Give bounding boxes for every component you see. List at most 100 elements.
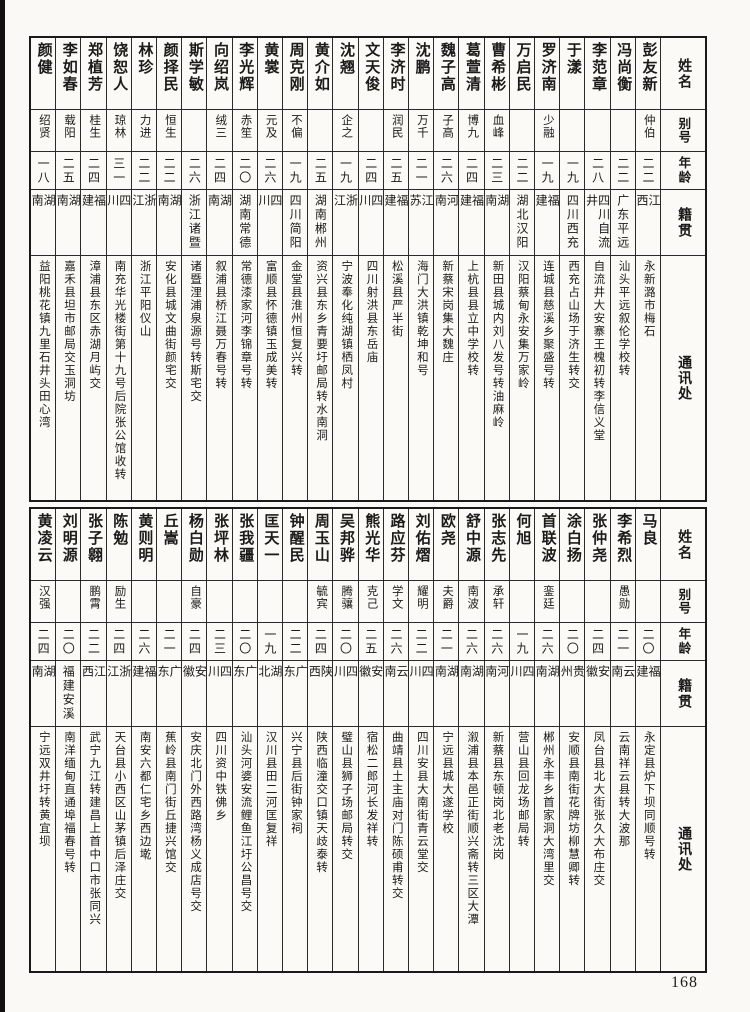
- person-name: 丘嵩: [161, 513, 178, 547]
- person-age: 二三: [212, 627, 227, 656]
- person-alias: 汉强: [37, 585, 50, 610]
- person-address: 上杭县县立中学校转: [466, 260, 479, 377]
- person-origin: 福建: [131, 665, 157, 701]
- person-name: 何旭: [514, 513, 531, 547]
- person-alias: 鹏霄: [88, 585, 101, 610]
- person-column: 吴邦骅 腾骧 二〇 四川 璧山县狮子场邮局转交: [333, 509, 359, 971]
- person-address: 汉阳蔡甸永安集万家岭: [516, 260, 529, 390]
- person-column: 匡天一 一九 湖北 汉川县田二河匡复祥: [257, 509, 284, 971]
- person-origin: 福建: [635, 665, 661, 701]
- person-origin: 陕西: [308, 665, 333, 701]
- person-column: 刘佑熠 耀明 二二 四川 四川安县大南街青云堂交: [409, 509, 435, 971]
- person-alias: 少融: [541, 114, 554, 139]
- row-header-column: 姓名 别号 年龄 籍贯 通讯处: [661, 38, 706, 500]
- person-address: 安化县城文曲街颜宅交: [163, 260, 176, 390]
- person-name: 刘佑熠: [413, 513, 430, 564]
- person-age: 二二: [615, 156, 630, 185]
- person-address: 新田县城内刘八发号转油麻岭: [491, 260, 504, 429]
- person-column: 魏子高 子高 二六 河南 新蔡宋岗集大魏庄: [434, 38, 460, 500]
- person-age: 二四: [86, 156, 101, 185]
- person-address: 南安六都仁宅乡西边墘: [138, 731, 151, 861]
- person-column: 刘明源 二〇 福建安溪 南洋缅甸直通埠福春号转: [56, 509, 82, 971]
- page-number: 168: [671, 974, 698, 991]
- person-origin: 云南: [610, 665, 635, 701]
- person-name: 颜健: [35, 42, 52, 76]
- person-column: 周克刚 不偏 一九 四川简阳 金堂县淮州恒复兴转: [283, 38, 309, 500]
- person-origin: 贵州: [560, 665, 585, 701]
- person-column: 颜健 绍贤 一八 湖南 益阳桃花镇九里石井头田心湾: [31, 38, 57, 500]
- person-address: 溆浦县本邑正街顺兴斋转三区大潭: [466, 731, 479, 926]
- person-alias: 恒生: [163, 114, 176, 139]
- person-origin: 湖南: [207, 194, 232, 230]
- person-age: 二四: [590, 627, 605, 656]
- person-origin: 河南: [484, 665, 509, 701]
- person-origin: 浙江: [131, 194, 157, 230]
- person-address: 安顺县南街花牌坊柳慧卿转: [567, 731, 580, 887]
- person-address: 常德漆家河李锦章号转: [239, 260, 252, 390]
- person-age: 一九: [540, 156, 555, 185]
- person-origin: 福建: [383, 194, 409, 230]
- person-address: 汉川县田二河匡复祥: [264, 731, 277, 848]
- person-name: 涂白扬: [564, 513, 581, 564]
- person-origin: 浙江: [333, 194, 358, 230]
- person-origin: 浙江诸暨: [187, 194, 202, 250]
- person-origin: 广东: [283, 665, 308, 701]
- person-name: 斯学敏: [186, 42, 203, 93]
- person-name: 饶恕人: [111, 42, 128, 93]
- person-age: 二二: [86, 627, 101, 656]
- header-name-label: 姓名: [676, 57, 692, 90]
- person-alias: 博九: [466, 114, 479, 139]
- person-origin: 湖北: [257, 665, 283, 701]
- person-name: 彭友新: [640, 42, 657, 93]
- person-age: 二四: [36, 627, 51, 656]
- person-address: 诸暨浬浦泉源号转斯宅交: [189, 260, 202, 403]
- person-origin: 河南: [434, 194, 459, 230]
- person-column: 钟醒民 二二 广东 兴宁县后街钟家祠: [283, 509, 309, 971]
- person-address: 汕头河婆安流鲤鱼江圩公昌号交: [239, 731, 252, 913]
- person-column: 路应芬 学文 二六 云南 曲靖县土主庙对门陈硕甫转交: [383, 509, 410, 971]
- person-age: 二六: [540, 627, 555, 656]
- person-age: 一九: [262, 627, 277, 656]
- person-origin: 江西: [81, 665, 106, 701]
- person-origin: 湖南: [484, 194, 509, 230]
- person-age: 二二: [640, 156, 655, 185]
- person-name: 罗济南: [539, 42, 556, 93]
- person-age: 二二: [414, 627, 429, 656]
- person-address: 宁波奉化纯湖镇栖凤村: [340, 260, 353, 390]
- person-address: 叙浦县桥江聂万春号转: [214, 260, 227, 390]
- person-origin: 四川简阳: [288, 194, 303, 250]
- person-column: 葛萱清 博九 二四 福建 上杭县县立中学校转: [459, 38, 485, 500]
- person-address: 天台县小西区山茅镇后泽庄交: [113, 731, 126, 900]
- person-column: 丘嵩 二一 广东 蕉岭县南门街丘捷兴馆交: [157, 509, 183, 971]
- person-name: 沈翘: [338, 42, 355, 76]
- person-address: 南充华光楼街第十九号后院张公馆收转: [113, 260, 126, 481]
- person-address: 安庆北门外西路湾杨义成店号交: [189, 731, 202, 913]
- person-address: 云南祥云县转大波那: [617, 731, 630, 848]
- person-address: 自流井大安寨王槐初转李信义堂: [592, 260, 605, 442]
- person-address: 西充占山场于济生转交: [567, 260, 580, 390]
- person-column: 郑植芳 桂生 二四 福建 漳浦县东区赤湖月屿交: [81, 38, 107, 500]
- directory-table-1: 颜健 绍贤 一八 湖南 益阳桃花镇九里石井头田心湾 李如春 载阳 二五 湖南 嘉…: [29, 36, 707, 502]
- person-alias: 毓宾: [315, 585, 328, 610]
- person-origin: 湖南: [31, 665, 56, 701]
- person-column: 彭友新 仲伯 二二 江西 永新潞市梅石: [635, 38, 662, 500]
- person-age: 二六: [136, 627, 151, 656]
- person-origin: 江苏: [409, 194, 434, 230]
- person-column: 陈勉 励生 二四 浙江 天台县小西区山茅镇后泽庄交: [106, 509, 132, 971]
- person-alias: 企之: [340, 114, 353, 139]
- person-column: 欧尧 夫爵 二一 湖南 宁远县城大遂学校: [434, 509, 460, 971]
- person-age: 二二: [514, 156, 529, 185]
- header-address-label: 通讯处: [676, 354, 692, 402]
- person-column: 李济时 润民 二五 福建 松溪县严半街: [383, 38, 410, 500]
- person-age: 二六: [489, 627, 504, 656]
- header-alias-label: 别号: [676, 117, 691, 144]
- person-age: 二四: [111, 627, 126, 656]
- person-column: 李光辉 赤笙 二〇 湖南常德 常德漆家河李锦章号转: [232, 38, 258, 500]
- person-alias: 自豪: [189, 585, 202, 610]
- directory-table-2: 黄凌云 汉强 二四 湖南 宁远双井圩转黄宜坝 刘明源 二〇 福建安溪 南洋缅甸直…: [29, 507, 707, 973]
- person-alias: 桂生: [88, 114, 101, 139]
- person-origin: 福建: [81, 194, 106, 230]
- header-origin-label: 籍贯: [676, 677, 692, 710]
- person-origin: 四川自流井: [585, 194, 610, 250]
- person-age: 二一: [615, 627, 630, 656]
